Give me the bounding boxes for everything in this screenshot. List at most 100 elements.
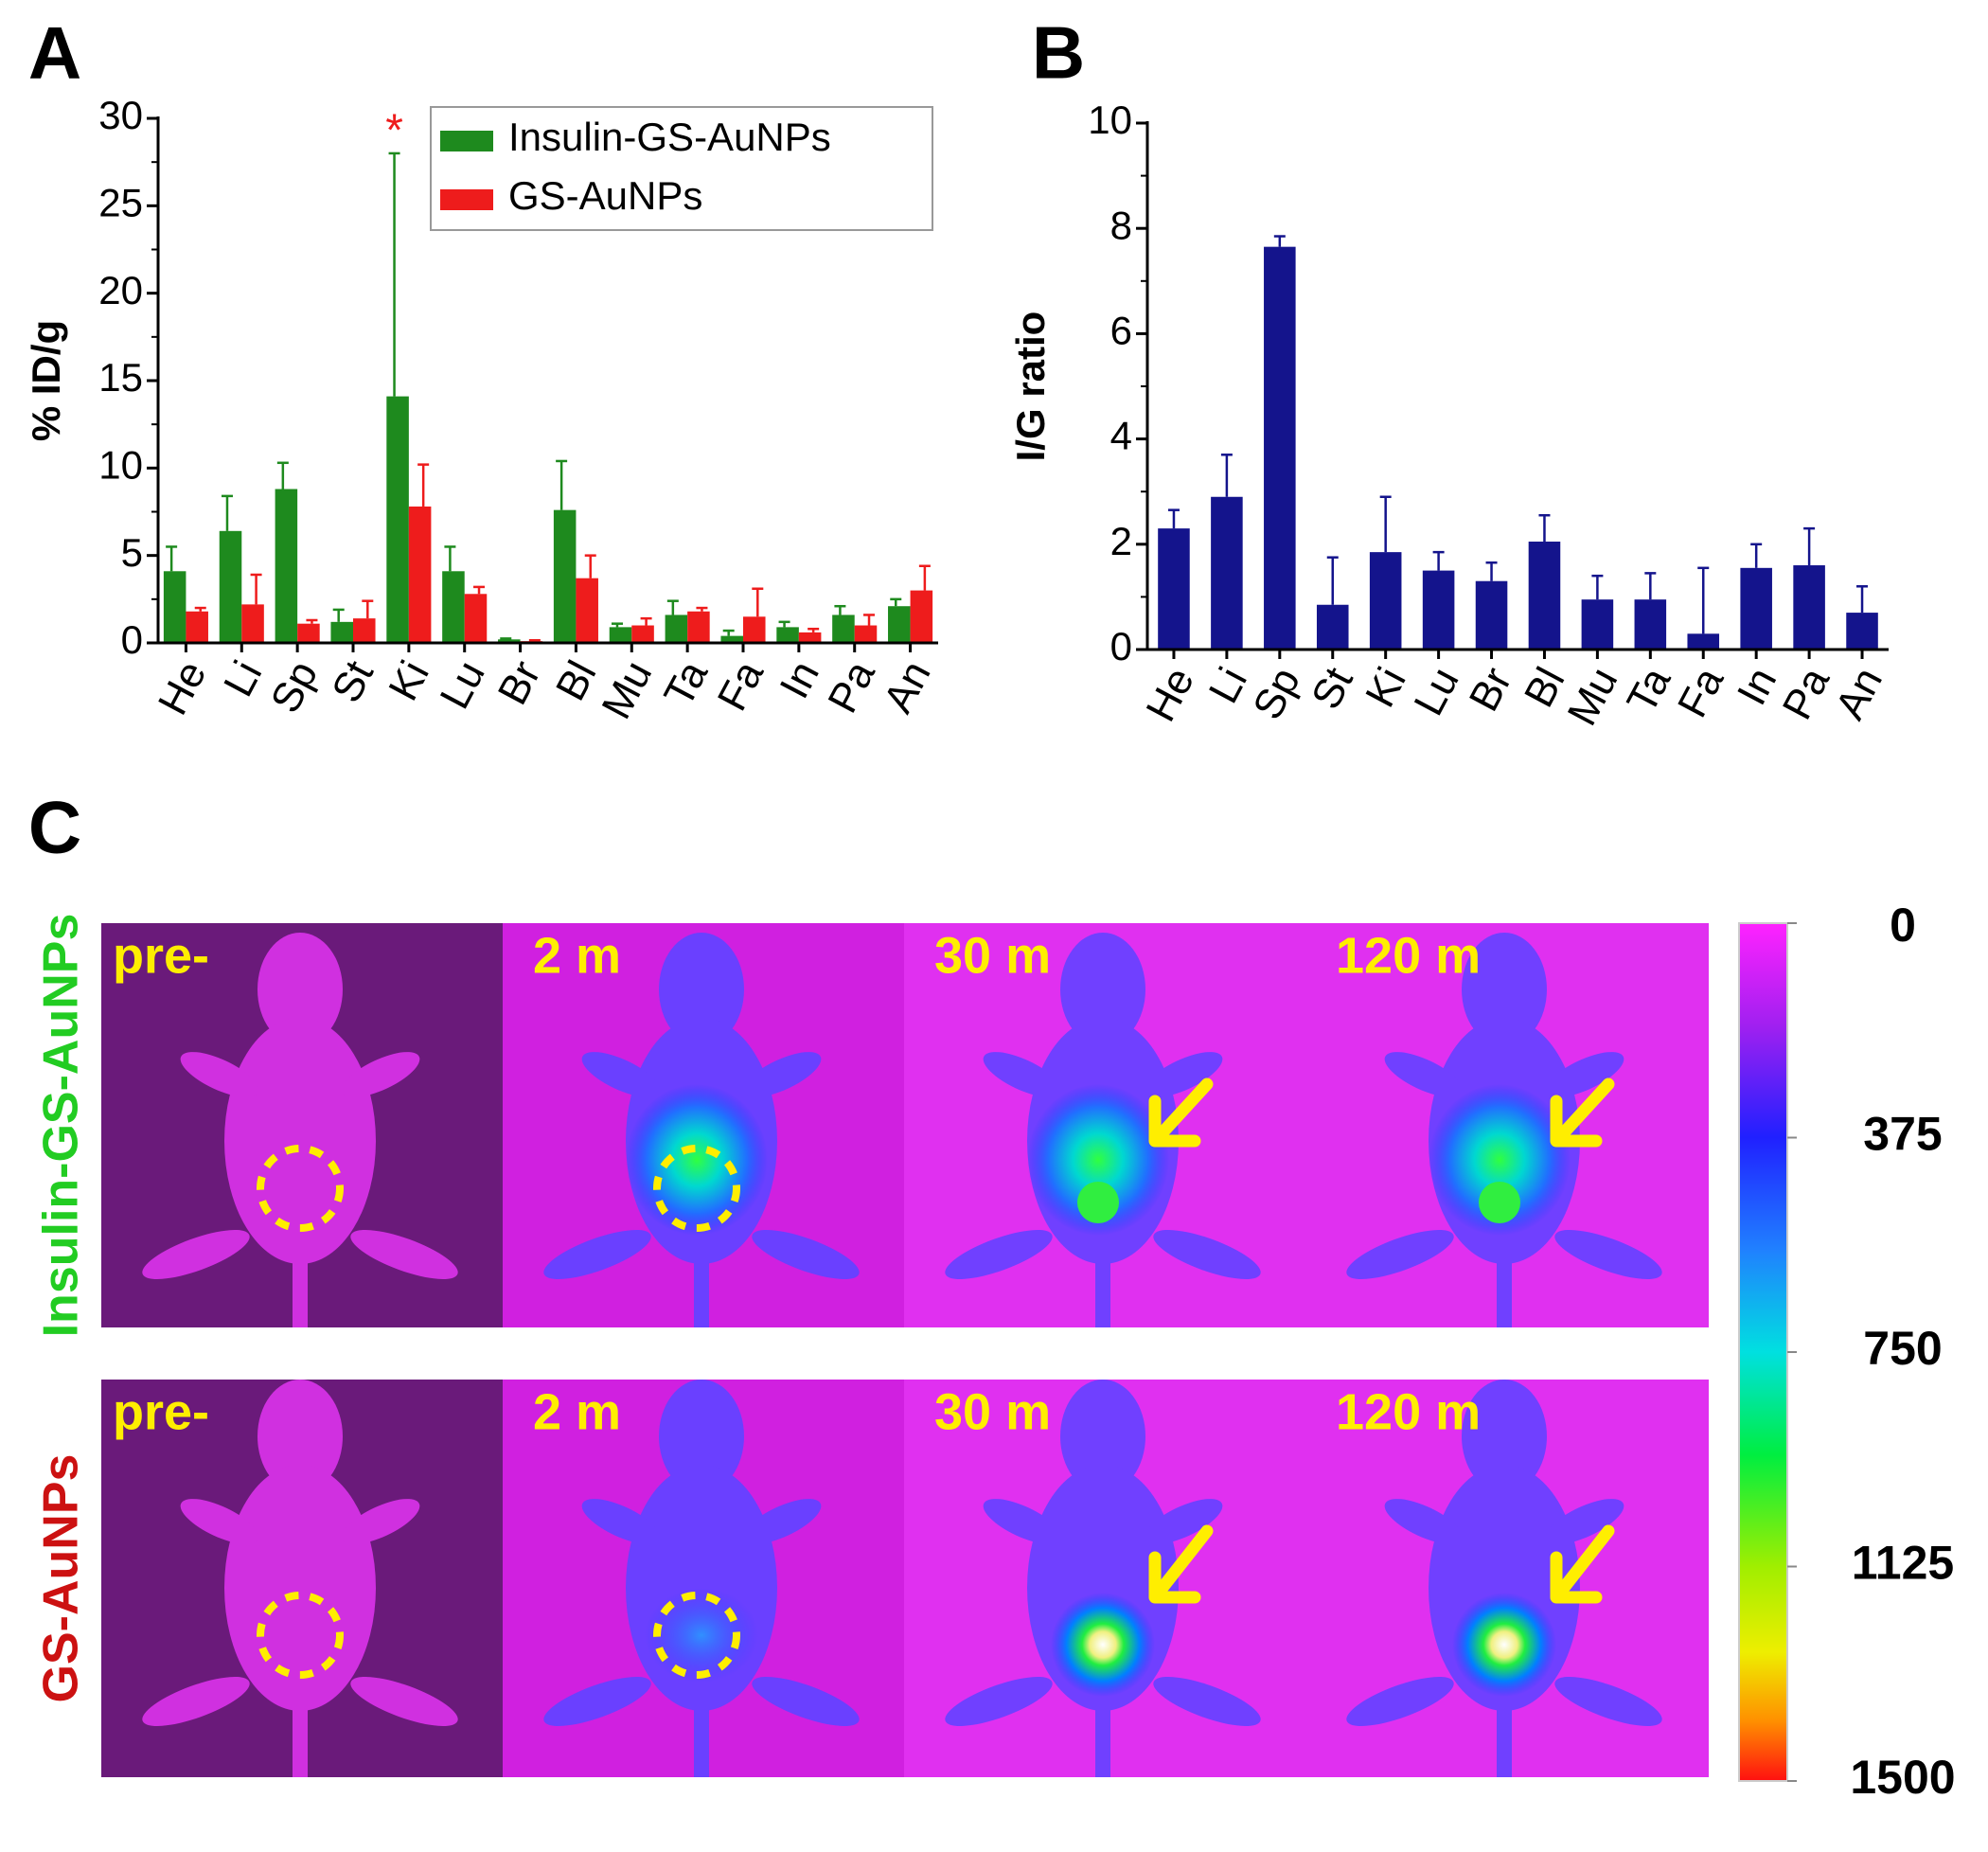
signal xyxy=(645,1588,758,1683)
colorbar-tick-label: 375 xyxy=(1863,1108,1942,1161)
mouse-arm xyxy=(1144,1052,1223,1097)
legend-box xyxy=(430,106,933,231)
roi-circle xyxy=(653,1145,740,1232)
mouse-tail xyxy=(293,1255,308,1327)
mouse-leg xyxy=(1153,1229,1261,1280)
mouse-leg xyxy=(543,1229,651,1280)
bar xyxy=(743,616,766,643)
x-tick-label: Ki xyxy=(380,653,438,708)
bar xyxy=(241,604,264,643)
bar xyxy=(832,614,855,643)
row-label: Insulin-GS-AuNPs xyxy=(34,914,89,1338)
x-tick-label: An xyxy=(1827,660,1892,727)
roi-circle xyxy=(257,1145,344,1232)
mouse-leg xyxy=(1554,1229,1662,1280)
y-axis-label: % ID/g xyxy=(24,320,68,441)
x-tick-label: Ta xyxy=(655,653,717,715)
bar xyxy=(720,635,743,643)
mouse-tail xyxy=(1497,1255,1512,1327)
legend-label: Insulin-GS-AuNPs xyxy=(508,115,831,159)
y-tick-label: 10 xyxy=(1088,98,1132,142)
bar xyxy=(631,625,654,643)
bar xyxy=(1687,633,1720,650)
mouse-head xyxy=(659,1380,744,1493)
mouse-arm xyxy=(1384,1052,1464,1097)
colorbar-tick-label: 750 xyxy=(1863,1322,1942,1375)
bar xyxy=(1475,580,1508,650)
x-tick-label: He xyxy=(1137,660,1203,729)
colorbar-tick-label: 1125 xyxy=(1852,1537,1954,1590)
bar xyxy=(1264,246,1296,650)
mouse-leg xyxy=(752,1676,860,1727)
x-tick-label: Fa xyxy=(709,653,773,719)
mouse-arm xyxy=(1144,1499,1223,1544)
arrow xyxy=(1550,1524,1615,1604)
signal xyxy=(1027,1084,1169,1236)
y-tick-label: 4 xyxy=(1110,414,1132,458)
bar xyxy=(553,509,577,643)
x-tick-label: St xyxy=(1303,660,1362,717)
mouse-leg xyxy=(945,1229,1053,1280)
arrow xyxy=(1550,1077,1615,1148)
bar xyxy=(408,506,432,643)
bar xyxy=(609,627,632,643)
bar xyxy=(1158,528,1190,650)
bar xyxy=(186,611,208,643)
bar xyxy=(665,614,688,643)
mouse-head xyxy=(1462,933,1547,1046)
mouse-tail xyxy=(1095,1255,1110,1327)
mouse-leg xyxy=(945,1676,1053,1727)
time-label: pre- xyxy=(113,1383,209,1440)
time-label: 30 m xyxy=(934,1383,1051,1440)
mouse-arm xyxy=(983,1052,1062,1097)
mouse-arm xyxy=(1545,1052,1624,1097)
bar xyxy=(1211,496,1243,650)
legend-label: GS-AuNPs xyxy=(508,173,702,218)
bar xyxy=(386,396,409,643)
bar xyxy=(442,571,465,643)
mouse-head xyxy=(659,933,744,1046)
x-tick-label: Lu xyxy=(1405,660,1467,722)
x-tick-label: Ki xyxy=(1357,660,1415,715)
mouse-leg xyxy=(752,1229,860,1280)
legend-swatch xyxy=(440,131,493,151)
bar xyxy=(163,571,186,643)
mouse-leg xyxy=(1554,1676,1662,1727)
arrow xyxy=(1148,1524,1214,1604)
bar xyxy=(219,530,242,643)
x-tick-label: Ta xyxy=(1618,660,1679,721)
x-tick-label: Sp xyxy=(262,653,328,721)
bar xyxy=(576,578,598,643)
bar xyxy=(353,618,376,643)
colorbar-tick-label: 0 xyxy=(1890,899,1916,952)
signal xyxy=(1429,1084,1571,1236)
x-tick-label: Br xyxy=(1461,660,1521,719)
mouse-tail xyxy=(694,1255,709,1327)
signal xyxy=(1452,1593,1556,1697)
x-tick-label: Mu xyxy=(593,653,661,726)
bar xyxy=(1369,552,1402,650)
bar xyxy=(687,611,710,643)
mouse-arm xyxy=(581,1499,661,1544)
legend-swatch xyxy=(440,189,493,210)
signal-core xyxy=(1077,1182,1119,1223)
time-label: 120 m xyxy=(1336,927,1481,984)
mouse-leg xyxy=(350,1676,458,1727)
bar xyxy=(854,625,878,643)
mouse-arm xyxy=(742,1499,822,1544)
x-tick-label: An xyxy=(875,653,940,721)
mouse-head xyxy=(1060,1380,1145,1493)
mouse-tail xyxy=(1095,1701,1110,1777)
time-label: 2 m xyxy=(533,1383,621,1440)
x-tick-label: Lu xyxy=(432,653,494,716)
bar xyxy=(464,594,488,643)
bar xyxy=(498,639,521,643)
colorbar-tick-label: 1500 xyxy=(1850,1751,1955,1804)
mouse-head xyxy=(1060,933,1145,1046)
signal-core xyxy=(1479,1182,1520,1223)
bar xyxy=(1740,567,1772,650)
mouse-arm xyxy=(581,1052,661,1097)
arrow xyxy=(1148,1077,1214,1148)
